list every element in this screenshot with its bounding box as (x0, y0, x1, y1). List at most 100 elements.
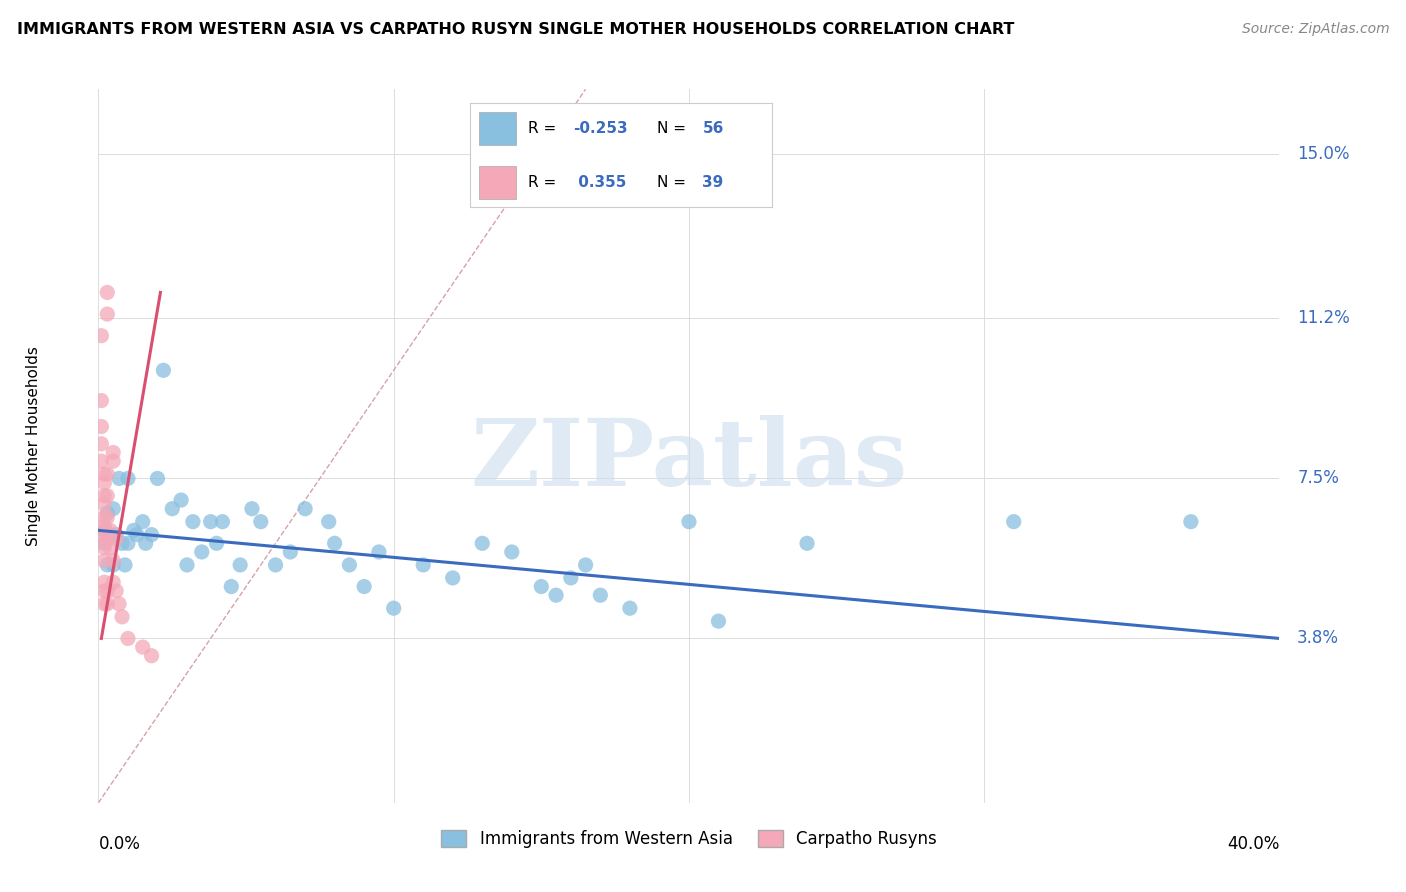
Text: ZIPatlas: ZIPatlas (471, 416, 907, 505)
Point (103, 575, 125, 590)
Point (93, 583, 115, 598)
Point (108, 597, 131, 611)
Point (105, 583, 128, 598)
Point (135, 536, 157, 550)
Point (250, 515, 273, 529)
Text: 7.5%: 7.5% (1298, 469, 1339, 487)
Point (90, 328, 112, 343)
Point (103, 501, 125, 516)
Point (264, 558, 287, 572)
Point (678, 515, 700, 529)
Point (141, 648, 163, 663)
Point (98, 527, 121, 541)
Point (796, 536, 818, 550)
Point (707, 614, 730, 628)
Point (117, 632, 139, 646)
Point (96, 510, 118, 524)
Point (132, 640, 155, 654)
Point (90, 454, 112, 468)
Point (560, 571, 582, 585)
Point (114, 558, 136, 572)
Point (162, 501, 183, 516)
Point (93, 489, 115, 503)
Point (205, 536, 228, 550)
Point (93, 497, 115, 511)
Point (619, 601, 641, 615)
Point (93, 553, 115, 567)
Text: 40.0%: 40.0% (1227, 835, 1279, 853)
Point (103, 445, 125, 459)
Legend: Immigrants from Western Asia, Carpatho Rusyns: Immigrants from Western Asia, Carpatho R… (434, 823, 943, 855)
Point (90, 437, 112, 451)
Point (278, 545, 302, 559)
Point (382, 601, 405, 615)
Point (93, 524, 115, 538)
Point (191, 545, 214, 559)
Point (146, 471, 169, 485)
Point (90, 393, 112, 408)
Point (368, 545, 391, 559)
Point (93, 575, 115, 590)
Point (111, 536, 134, 550)
Text: Single Mother Households: Single Mother Households (25, 346, 41, 546)
Point (176, 558, 198, 572)
Point (96, 532, 118, 546)
Point (93, 524, 115, 538)
Point (96, 285, 118, 300)
Text: IMMIGRANTS FROM WESTERN ASIA VS CARPATHO RUSYN SINGLE MOTHER HOUSEHOLDS CORRELAT: IMMIGRANTS FROM WESTERN ASIA VS CARPATHO… (17, 22, 1014, 37)
Text: 11.2%: 11.2% (1298, 310, 1350, 327)
Point (93, 475, 115, 490)
Point (323, 536, 346, 550)
Point (544, 588, 567, 602)
Point (93, 519, 115, 533)
Point (93, 510, 115, 524)
Point (98, 541, 121, 555)
Point (93, 532, 115, 546)
Point (200, 515, 222, 529)
Point (353, 580, 375, 594)
Point (96, 597, 118, 611)
Point (96, 583, 118, 598)
Point (441, 571, 464, 585)
Point (1002, 515, 1025, 529)
Point (412, 558, 434, 572)
Text: 0.0%: 0.0% (98, 835, 141, 853)
Text: 3.8%: 3.8% (1298, 630, 1339, 648)
Point (105, 527, 128, 541)
Point (108, 471, 131, 485)
Point (141, 527, 163, 541)
Point (93, 536, 115, 550)
Point (589, 588, 612, 602)
Point (530, 580, 553, 594)
Point (337, 558, 360, 572)
Point (93, 541, 115, 555)
Point (103, 454, 125, 468)
Point (96, 467, 118, 482)
Point (181, 515, 204, 529)
Point (96, 558, 118, 572)
Point (1180, 515, 1202, 529)
Point (229, 558, 252, 572)
Point (294, 501, 316, 516)
Point (93, 597, 115, 611)
Point (90, 419, 112, 434)
Point (211, 515, 233, 529)
Point (471, 536, 494, 550)
Text: 15.0%: 15.0% (1298, 145, 1350, 163)
Point (574, 558, 596, 572)
Point (501, 545, 523, 559)
Point (170, 493, 193, 508)
Text: Source: ZipAtlas.com: Source: ZipAtlas.com (1241, 22, 1389, 37)
Point (98, 524, 121, 538)
Point (125, 527, 148, 541)
Point (103, 558, 125, 572)
Point (117, 536, 139, 550)
Point (103, 553, 125, 567)
Point (240, 501, 263, 516)
Point (117, 471, 139, 485)
Point (122, 524, 145, 538)
Point (152, 363, 174, 377)
Point (93, 467, 115, 482)
Point (105, 532, 128, 546)
Point (219, 580, 242, 594)
